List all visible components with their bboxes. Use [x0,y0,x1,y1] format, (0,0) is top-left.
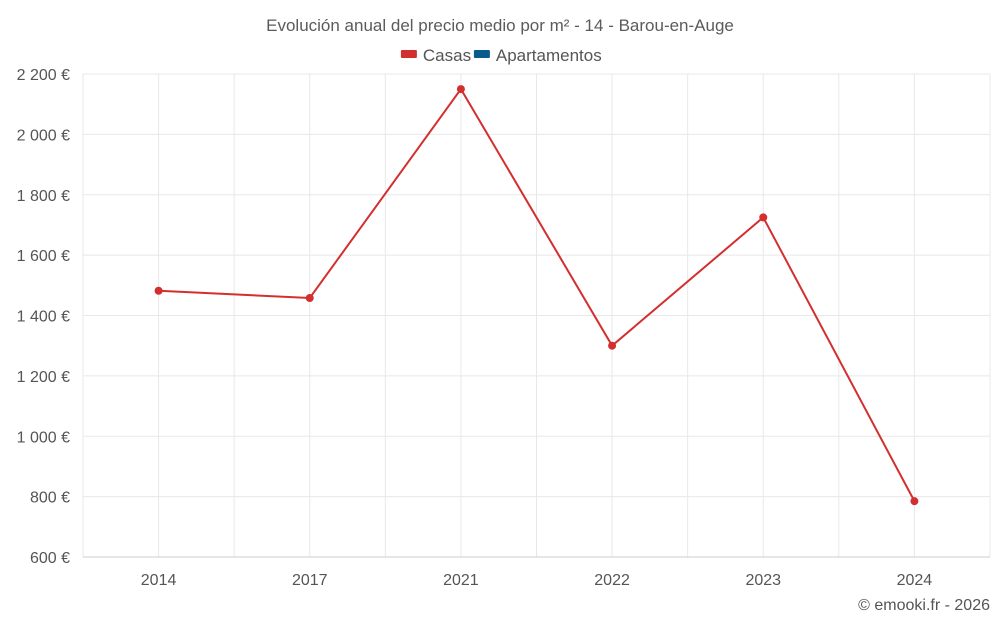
y-tick-label: 1 200 € [17,369,70,386]
x-tick-label: 2022 [594,572,630,589]
y-tick-label: 1 600 € [17,248,70,265]
data-point[interactable] [456,85,465,94]
x-tick-label: 2023 [745,572,781,589]
data-point[interactable] [608,341,617,350]
x-tick-label: 2017 [292,572,328,589]
y-tick-label: 1 400 € [17,309,70,326]
x-tick-label: 2024 [897,572,933,589]
y-tick-label: 2 000 € [17,127,70,144]
legend-swatch [473,50,490,58]
y-tick-label: 600 € [30,550,70,567]
gridlines [82,73,991,557]
y-tick-label: 800 € [30,490,70,507]
legend-label: Casas [423,46,471,65]
axes: 600 € 800 € 1 000 € 1 200 € 1 400 € 1 600 € 1 … [17,67,990,589]
series-layer [154,85,919,506]
legend[interactable]: Casas Apartamentos [400,46,602,65]
y-tick-label: 2 200 € [17,67,70,84]
credit-text: © emooki.fr - 2026 [858,597,990,614]
data-point[interactable] [154,286,163,295]
x-tick-label: 2014 [141,572,177,589]
y-tick-label: 1 000 € [17,429,70,446]
x-tick-label: 2021 [443,572,479,589]
legend-item-apartamentos[interactable]: Apartamentos [473,46,602,65]
data-point[interactable] [910,497,919,506]
data-point[interactable] [305,293,314,302]
series-line-casas [158,87,916,502]
y-tick-label: 1 800 € [17,188,70,205]
chart-title: Evolución anual del precio medio por m² … [266,16,734,35]
legend-swatch [400,50,417,58]
legend-item-casas[interactable]: Casas [400,46,471,65]
data-point[interactable] [759,213,768,222]
legend-label: Apartamentos [496,46,602,65]
